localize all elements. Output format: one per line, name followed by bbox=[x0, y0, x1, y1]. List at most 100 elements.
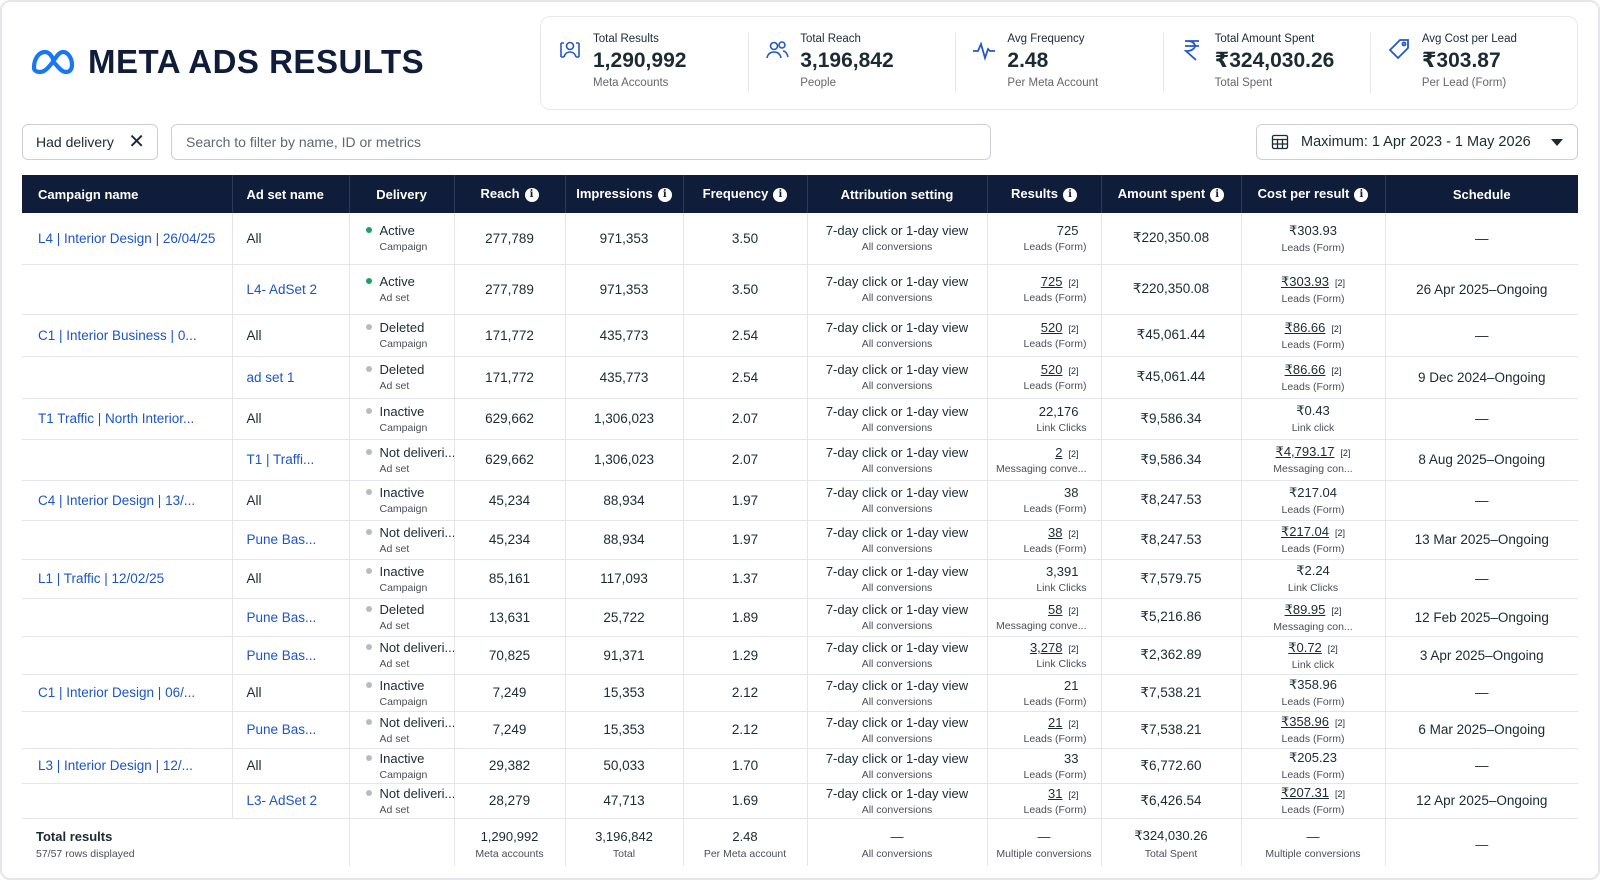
cost-result-type: Leads (Form) bbox=[1281, 804, 1345, 816]
cost-per-result-value[interactable]: ₹86.66 [2] bbox=[1242, 362, 1385, 378]
adset-link[interactable]: Pune Bas... bbox=[246, 647, 317, 663]
footnote-marker: [2] bbox=[1331, 605, 1342, 616]
cost-per-result-value[interactable]: ₹217.04 [2] bbox=[1242, 524, 1385, 540]
kpi-value: 2.48 bbox=[1007, 49, 1049, 72]
campaign-name-cell[interactable]: C4 | Interior Design | 13/... bbox=[22, 480, 233, 521]
adset-name-cell: Pune Bas... bbox=[232, 711, 350, 749]
attribution-setting: 7-day click or 1-day view bbox=[825, 444, 969, 460]
cost-per-result-cell: ₹217.04 Leads (Form) bbox=[1241, 480, 1386, 521]
amount-spent-cell: ₹9,586.34 bbox=[1101, 398, 1242, 440]
info-icon[interactable]: i bbox=[524, 188, 539, 202]
delivery-status-label: Inactive bbox=[379, 563, 425, 579]
result-value[interactable]: 58 [2] bbox=[988, 602, 1101, 617]
column-header-frequency[interactable]: Frequency i bbox=[683, 175, 808, 213]
column-header-schedule[interactable]: Schedule bbox=[1385, 175, 1578, 213]
info-icon[interactable]: i bbox=[1354, 188, 1369, 202]
delivery-cell: Inactive Campaign bbox=[349, 559, 455, 599]
adset-link[interactable]: Pune Bas... bbox=[246, 532, 317, 547]
campaign-name-cell[interactable]: T1 Traffic | North Interior... bbox=[22, 398, 233, 440]
delivery-status: Not deliveri... bbox=[365, 640, 453, 655]
column-header-cost-per-result[interactable]: Cost per result i bbox=[1241, 175, 1386, 213]
adset-name-cell: All bbox=[232, 748, 350, 784]
result-value[interactable]: 2 [2] bbox=[988, 445, 1101, 460]
campaign-name-cell[interactable]: L4 | Interior Design | 26/04/25 bbox=[22, 213, 233, 265]
cost-number: ₹2.24 bbox=[1296, 563, 1330, 578]
filter-chip-had-delivery[interactable]: Had delivery ✕ bbox=[22, 124, 158, 160]
column-header-attribution[interactable]: Attribution setting bbox=[807, 175, 988, 213]
search-input[interactable] bbox=[171, 124, 991, 160]
impressions-cell: 91,371 bbox=[565, 636, 684, 675]
schedule-cell: 26 Apr 2025–Ongoing bbox=[1385, 264, 1578, 315]
adset-name-cell: Pune Bas... bbox=[232, 636, 350, 675]
results-cell: 33 Leads (Form) bbox=[987, 748, 1102, 784]
footnote-marker: [2] bbox=[1068, 789, 1079, 800]
pulse-icon bbox=[971, 37, 997, 63]
results-cell: 520 [2] Leads (Form) bbox=[987, 314, 1102, 357]
delivery-status: Inactive bbox=[365, 563, 454, 579]
cost-per-result-cell: ₹217.04 [2] Leads (Form) bbox=[1241, 520, 1386, 560]
delivery-level: Ad set bbox=[379, 803, 410, 816]
adset-link[interactable]: T1 | Traffi... bbox=[246, 452, 315, 467]
column-header-adset[interactable]: Ad set name bbox=[232, 175, 350, 213]
info-icon[interactable]: i bbox=[1210, 188, 1225, 202]
cost-number: ₹0.43 bbox=[1296, 403, 1330, 418]
info-icon[interactable]: i bbox=[657, 188, 672, 202]
result-value[interactable]: 520 [2] bbox=[988, 320, 1101, 335]
delivery-status-label: Inactive bbox=[379, 485, 425, 500]
delivery-status-label: Deleted bbox=[379, 362, 425, 377]
rupee-icon bbox=[1179, 37, 1205, 63]
column-header-reach[interactable]: Reach i bbox=[454, 175, 566, 213]
result-value[interactable]: 3,278 [2] bbox=[988, 640, 1101, 655]
result-value[interactable]: 38 [2] bbox=[988, 525, 1101, 540]
frequency-cell: 1.37 bbox=[683, 559, 808, 599]
campaign-name-cell[interactable]: L1 | Traffic | 12/02/25 bbox=[22, 559, 233, 599]
cost-number: ₹358.96 bbox=[1280, 714, 1330, 729]
delivery-cell: Not deliveri... Ad set bbox=[349, 783, 455, 819]
delivery-cell: Inactive Campaign bbox=[349, 398, 455, 440]
column-header-amount-spent[interactable]: Amount spent i bbox=[1101, 175, 1242, 213]
delivery-cell: Not deliveri... Ad set bbox=[349, 636, 455, 675]
status-dot-icon bbox=[365, 278, 372, 284]
cost-per-result-value: ₹2.24 bbox=[1242, 563, 1385, 579]
cost-per-result-value: ₹205.23 bbox=[1242, 750, 1385, 766]
date-range-picker[interactable]: Maximum: 1 Apr 2023 - 1 May 2026 bbox=[1256, 124, 1578, 160]
column-header-campaign[interactable]: Campaign name bbox=[22, 175, 233, 213]
attribution-setting: 7-day click or 1-day view bbox=[825, 714, 969, 730]
cost-per-result-cell: ₹2.24 Link Clicks bbox=[1241, 559, 1386, 599]
table-row: L3 | Interior Design | 12/... All Inactive… bbox=[22, 748, 1578, 784]
adset-link[interactable]: L3- AdSet 2 bbox=[246, 793, 318, 808]
cost-per-result-value[interactable]: ₹0.72 [2] bbox=[1242, 640, 1385, 656]
frequency-cell: 2.12 bbox=[683, 711, 808, 749]
cost-per-result-value[interactable]: ₹4,793.17 [2] bbox=[1242, 444, 1385, 460]
cost-per-result-value[interactable]: ₹303.93 [2] bbox=[1242, 274, 1385, 290]
campaign-name-cell bbox=[22, 783, 233, 819]
info-icon[interactable]: i bbox=[773, 188, 788, 202]
column-header-results[interactable]: Results i bbox=[987, 175, 1102, 213]
impressions-cell: 47,713 bbox=[565, 783, 684, 819]
campaign-name-cell[interactable]: C1 | Interior Business | 0... bbox=[22, 314, 233, 357]
cost-per-result-cell: ₹0.43 Link click bbox=[1241, 398, 1386, 440]
adset-link[interactable]: L4- AdSet 2 bbox=[246, 281, 318, 297]
result-value[interactable]: 520 [2] bbox=[988, 362, 1101, 377]
cost-per-result-value[interactable]: ₹358.96 [2] bbox=[1242, 714, 1385, 730]
delivery-cell: Inactive Campaign bbox=[349, 480, 455, 521]
result-value[interactable]: 31 [2] bbox=[988, 786, 1101, 801]
footnote-marker: [2] bbox=[1335, 277, 1346, 288]
info-icon[interactable]: i bbox=[1062, 188, 1077, 202]
attribution-cell: 7-day click or 1-day view All conversions bbox=[807, 398, 988, 440]
column-header-impressions[interactable]: Impressions i bbox=[565, 175, 684, 213]
cost-per-result-value[interactable]: ₹89.95 [2] bbox=[1242, 602, 1385, 618]
adset-link[interactable]: ad set 1 bbox=[246, 369, 295, 385]
close-icon[interactable]: ✕ bbox=[128, 131, 145, 153]
adset-link[interactable]: Pune Bas... bbox=[246, 609, 317, 625]
campaign-name-cell[interactable]: C1 | Interior Design | 06/... bbox=[22, 674, 233, 712]
delivery-level: Ad set bbox=[379, 732, 410, 745]
result-value[interactable]: 725 [2] bbox=[988, 274, 1101, 289]
result-value[interactable]: 21 [2] bbox=[988, 715, 1101, 730]
cost-per-result-value[interactable]: ₹86.66 [2] bbox=[1242, 320, 1385, 336]
attribution-sub: All conversions bbox=[861, 768, 933, 781]
cost-per-result-value[interactable]: ₹207.31 [2] bbox=[1242, 785, 1385, 801]
adset-link[interactable]: Pune Bas... bbox=[246, 722, 317, 737]
campaign-name-cell[interactable]: L3 | Interior Design | 12/... bbox=[22, 748, 233, 784]
column-header-delivery[interactable]: Delivery bbox=[349, 175, 455, 213]
